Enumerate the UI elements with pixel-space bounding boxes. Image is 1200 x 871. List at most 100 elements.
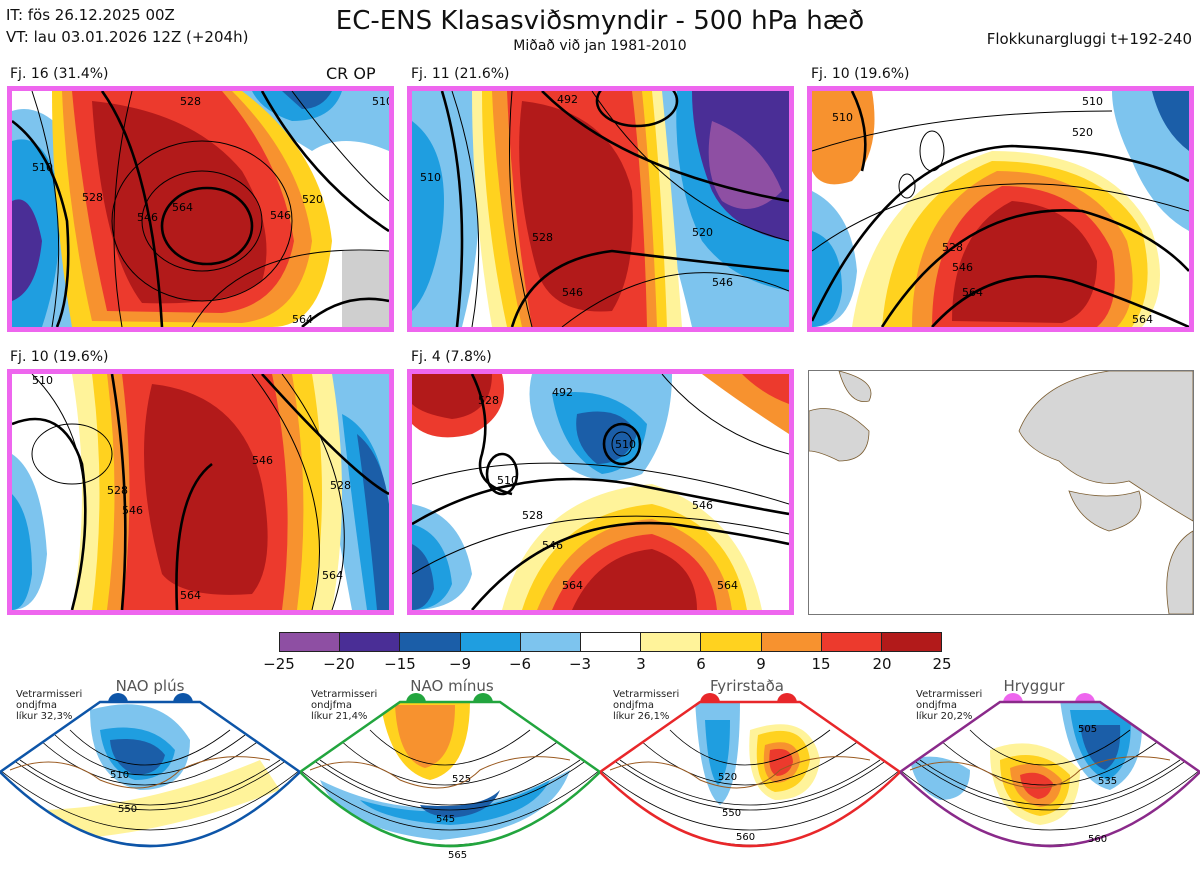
contour-label: 564 [1132, 313, 1153, 326]
contour-label: 546 [562, 286, 583, 299]
contour-label: 510 [615, 438, 636, 451]
colorbar-cell [280, 633, 341, 651]
contour-label: 510 [1082, 95, 1103, 108]
contour-label: 528 [532, 231, 553, 244]
anomaly-map: 510 528 546 564 546 520 528 564 510 [12, 91, 389, 327]
regime-note-line: líkur 21,4% [311, 711, 368, 722]
contour-label: 546 [952, 261, 973, 274]
contour-label: 546 [712, 276, 733, 289]
contour-label: 528 [942, 241, 963, 254]
colorbar-tick: −25 [263, 655, 295, 673]
contour-label: 520 [718, 772, 737, 783]
page-subtitle: Miðað við jan 1981-2010 [513, 38, 687, 54]
contour-label: 520 [302, 193, 323, 206]
anomaly-map: 528 492 510 510 528 546 564 546 564 [412, 374, 789, 610]
colorbar-tick: 3 [636, 655, 646, 673]
contour-label: 560 [736, 832, 755, 843]
header-info: IT: fös 26.12.2025 00Z VT: lau 03.01.202… [6, 4, 248, 48]
contour-label: 528 [522, 509, 543, 522]
panel-label: Fj. 4 (7.8%) [411, 349, 492, 365]
contour-label: 545 [436, 814, 455, 825]
regime-note-line: Vetrarmisseri [16, 689, 83, 700]
classification-window: Flokkunargluggi t+192-240 [986, 30, 1192, 48]
contour-label: 520 [1072, 126, 1093, 139]
regime-map-nao-minus: 525 545 565 [300, 700, 600, 861]
contour-label: 525 [452, 774, 471, 785]
contour-label: 520 [692, 226, 713, 239]
contour-label: 546 [137, 211, 158, 224]
regime-map-ridge: 505 535 560 [900, 700, 1200, 848]
regime-note-line: Vetrarmisseri [916, 689, 983, 700]
panel-op-label: CR OP [326, 64, 376, 83]
cluster-map-4[interactable]: 510 528 546 564 528 546 564 [7, 369, 394, 615]
contour-label: 510 [497, 474, 518, 487]
contour-label: 546 [542, 539, 563, 552]
contour-label: 546 [122, 504, 143, 517]
cluster-map-1[interactable]: 510 528 546 564 546 520 528 564 510 [7, 86, 394, 332]
colorbar-cell [520, 633, 581, 651]
contour-labels: 528 492 510 510 528 546 564 546 564 [478, 386, 738, 592]
regime-note-line: Vetrarmisseri [311, 689, 378, 700]
contour-label: 510 [832, 111, 853, 124]
colorbar-tick: 20 [872, 655, 892, 673]
contour-label: 510 [372, 95, 389, 108]
contour-label: 546 [252, 454, 273, 467]
colorbar-tick: −20 [323, 655, 355, 673]
regime-title-ridge: Hryggur [1003, 677, 1065, 695]
contour-label: 510 [32, 374, 53, 387]
contour-label: 564 [717, 579, 738, 592]
page-title: EC-ENS Klasasviðsmyndir - 500 hPa hæð [335, 6, 865, 36]
panel-label: Fj. 11 (21.6%) [411, 66, 510, 82]
regime-note-line: líkur 20,2% [916, 711, 973, 722]
contour-label: 564 [322, 569, 343, 582]
colorbar-tick: 6 [696, 655, 706, 673]
colorbar-tick: −3 [568, 655, 592, 673]
colorbar-cell [761, 633, 822, 651]
cluster-map-5[interactable]: 528 492 510 510 528 546 564 546 564 [407, 369, 794, 615]
contour-label: 528 [478, 394, 499, 407]
reference-map [808, 370, 1194, 615]
regime-note-line: ondjfma [613, 700, 654, 711]
colorbar-tick: −6 [508, 655, 532, 673]
colorbar-cell [821, 633, 882, 651]
contour-label: 560 [1088, 834, 1107, 845]
anomaly-map: 510 528 546 564 564 510 520 [812, 91, 1189, 327]
colorbar-tick: 9 [756, 655, 766, 673]
regime-note-line: Vetrarmisseri [613, 689, 680, 700]
regime-map-nao-plus: 510 550 [0, 700, 300, 848]
cluster-map-3[interactable]: 510 528 546 564 564 510 520 [807, 86, 1194, 332]
contour-label: 564 [172, 201, 193, 214]
colorbar-tick: −15 [384, 655, 416, 673]
contour-label: 535 [1098, 776, 1117, 787]
contour-label: 528 [107, 484, 128, 497]
contour-label: 564 [562, 579, 583, 592]
contour-labels: 510 492 528 546 520 546 [420, 93, 733, 299]
contour-label: 505 [1078, 724, 1097, 735]
contour-label: 492 [557, 93, 578, 106]
contour-labels: 510 528 546 564 564 510 520 [832, 95, 1153, 326]
panel-label: Fj. 10 (19.6%) [10, 349, 109, 365]
regime-note-line: líkur 32,3% [16, 711, 73, 722]
contour-label: 564 [180, 589, 201, 602]
cluster-map-2[interactable]: 510 492 528 546 520 546 [407, 86, 794, 332]
init-time: IT: fös 26.12.2025 00Z [6, 6, 175, 24]
contour-labels: 510 528 546 564 546 520 528 564 510 [32, 95, 389, 326]
colorbar-tick: 15 [811, 655, 831, 673]
regime-note: Vetrarmisseri ondjfma líkur 21,4% [311, 689, 377, 722]
anomaly-map: 510 528 546 564 528 546 564 [12, 374, 389, 610]
regime-note-line: ondjfma [916, 700, 957, 711]
contour-label: 528 [180, 95, 201, 108]
contour-label: 510 [110, 770, 129, 781]
colorbar-cell [460, 633, 521, 651]
contour-label: 528 [82, 191, 103, 204]
colorbar-cell [400, 633, 461, 651]
colorbar-tick: 25 [932, 655, 952, 673]
regime-note-line: líkur 26,1% [613, 711, 670, 722]
regime-title-blocking: Fyrirstaða [710, 677, 784, 695]
panel-label: Fj. 10 (19.6%) [811, 66, 910, 82]
contour-label: 492 [552, 386, 573, 399]
regime-note: Vetrarmisseri ondjfma líkur 20,2% [916, 689, 982, 722]
contour-label: 565 [448, 850, 467, 861]
contour-label: 564 [962, 286, 983, 299]
valid-time: VT: lau 03.01.2026 12Z (+204h) [6, 28, 249, 46]
